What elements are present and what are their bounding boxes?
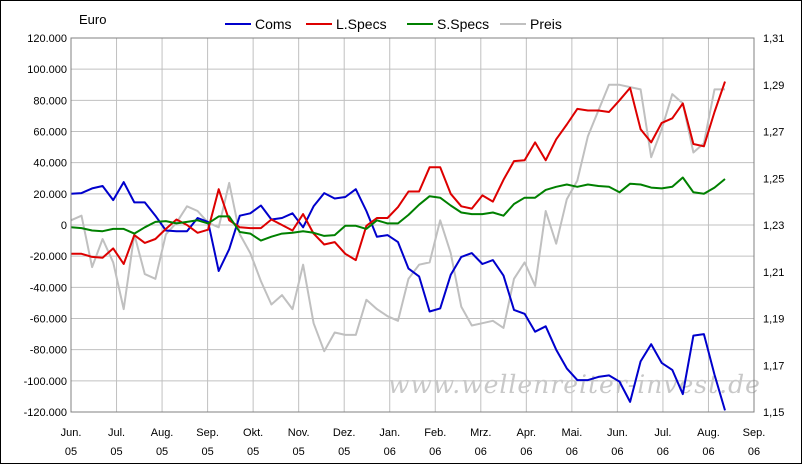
x-tick-year: 05 xyxy=(338,446,350,458)
y-right-tick-label: 1,21 xyxy=(763,267,784,279)
legend-label-preis: Preis xyxy=(530,16,562,32)
y-left-tick-label: 120.000 xyxy=(27,33,67,45)
y-left-tick-label: -40.000 xyxy=(30,282,67,294)
y-axis-right: 1,15 1,17 1,19 1,21 1,23 1,25 1,27 1,29 1,31 xyxy=(763,33,784,419)
x-tick-year: 06 xyxy=(566,446,578,458)
x-tick-month: Nov. xyxy=(288,427,310,439)
y-right-tick-label: 1,29 xyxy=(763,80,784,92)
series-line-preis xyxy=(70,83,725,353)
y-axis-left: -120.000 -100.000 -80.000 -60.000 -40.000 -20… xyxy=(24,33,67,419)
y-axis-unit-label: Euro xyxy=(79,12,106,27)
x-tick-year: 06 xyxy=(748,446,760,458)
x-tick-month: Jul. xyxy=(654,427,671,439)
legend: Coms L.Specs S.Specs Preis xyxy=(225,16,562,32)
x-tick-month: Feb. xyxy=(424,427,446,439)
x-tick-year: 05 xyxy=(247,446,259,458)
x-tick-month: Okt. xyxy=(243,427,263,439)
x-tick-year: 06 xyxy=(702,446,714,458)
y-right-tick-label: 1,15 xyxy=(763,407,784,419)
x-tick-year: 06 xyxy=(384,446,396,458)
x-tick-year: 06 xyxy=(657,446,669,458)
x-axis: Jun. 05 Jul. 05 Aug. 05 Sep. 05 Okt. 05 Nov. 05 Dez.… xyxy=(61,427,766,458)
y-left-tick-label: 80.000 xyxy=(33,95,67,107)
x-tick-month: Mai. xyxy=(561,427,582,439)
y-left-tick-label: 0 xyxy=(61,220,67,232)
y-right-tick-label: 1,19 xyxy=(763,314,784,326)
x-tick-month: Jun. xyxy=(61,427,82,439)
x-tick-month: Apr. xyxy=(517,427,537,439)
x-tick-year: 05 xyxy=(156,446,168,458)
legend-label-s-specs: S.Specs xyxy=(437,16,489,32)
y-right-tick-label: 1,27 xyxy=(763,127,784,139)
x-tick-year: 06 xyxy=(520,446,532,458)
y-left-tick-label: -60.000 xyxy=(30,314,67,326)
y-left-tick-label: 40.000 xyxy=(33,158,67,170)
legend-label-coms: Coms xyxy=(255,16,292,32)
watermark: www.wellenreiter-invest.de xyxy=(388,370,761,399)
y-left-tick-label: -120.000 xyxy=(24,407,67,419)
x-tick-year: 06 xyxy=(475,446,487,458)
x-tick-month: Aug. xyxy=(697,427,720,439)
x-tick-month: Jan. xyxy=(379,427,400,439)
x-tick-year: 05 xyxy=(110,446,122,458)
x-tick-month: Sep. xyxy=(196,427,219,439)
x-tick-month: Jul. xyxy=(108,427,125,439)
series-line-s-specs xyxy=(70,176,726,242)
y-left-tick-label: 100.000 xyxy=(27,64,67,76)
y-left-tick-label: 60.000 xyxy=(33,127,67,139)
series-line-coms xyxy=(70,181,726,411)
x-tick-month: Mrz. xyxy=(470,427,491,439)
series-line-l-specs xyxy=(71,81,726,265)
y-right-tick-label: 1,17 xyxy=(763,360,784,372)
x-tick-month: Jun. xyxy=(607,427,628,439)
x-tick-year: 05 xyxy=(201,446,213,458)
y-left-tick-label: -100.000 xyxy=(24,376,67,388)
y-left-tick-label: -20.000 xyxy=(30,251,67,263)
y-left-tick-label: 20.000 xyxy=(33,189,67,201)
x-tick-month: Dez. xyxy=(333,427,356,439)
x-tick-year: 06 xyxy=(429,446,441,458)
plot-border xyxy=(70,37,755,413)
grid xyxy=(70,37,755,413)
y-right-tick-label: 1,25 xyxy=(763,173,784,185)
x-tick-year: 05 xyxy=(65,446,77,458)
x-tick-month: Aug. xyxy=(151,427,174,439)
x-tick-year: 06 xyxy=(611,446,623,458)
x-tick-month: Sep. xyxy=(743,427,766,439)
y-right-tick-label: 1,23 xyxy=(763,220,784,232)
series-lines xyxy=(70,81,726,411)
x-tick-year: 05 xyxy=(293,446,305,458)
y-right-tick-label: 1,31 xyxy=(763,33,784,45)
y-left-tick-label: -80.000 xyxy=(30,345,67,357)
legend-label-l-specs: L.Specs xyxy=(336,16,387,32)
